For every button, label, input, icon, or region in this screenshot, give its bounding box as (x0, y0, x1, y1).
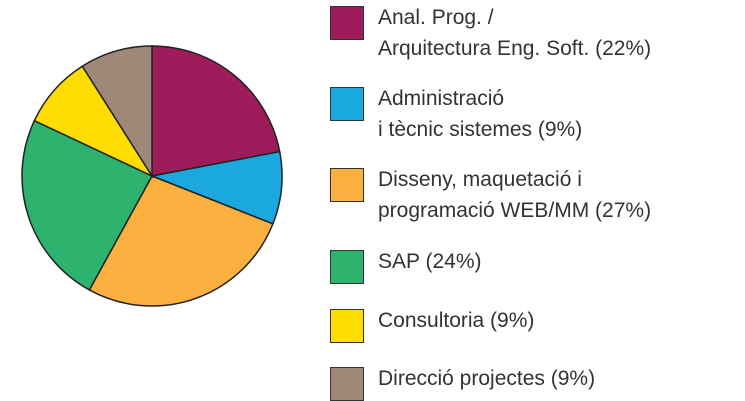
legend-swatch (330, 250, 364, 284)
legend-label: Direcció projectes (9%) (378, 367, 596, 390)
legend-label: Disseny, maquetació i programació WEB/MM… (378, 168, 652, 222)
pie-slice (21, 119, 154, 291)
legend-label: SAP (24%) (378, 250, 482, 273)
legend-swatch (330, 168, 364, 202)
legend-swatch (330, 309, 364, 343)
legend-label: Consultoria (9%) (378, 309, 535, 332)
pie (21, 45, 283, 307)
legend-label: Administració i tècnic sistemes (9%) (378, 87, 583, 141)
legend-swatch (330, 87, 364, 121)
pie-slice (81, 45, 153, 179)
legend-label: Anal. Prog. / Arquitectura Eng. Soft. (2… (378, 6, 652, 60)
pie-slice (88, 175, 274, 307)
pie-slice (151, 45, 281, 177)
legend-swatch (330, 367, 364, 401)
legend-swatch (330, 6, 364, 40)
